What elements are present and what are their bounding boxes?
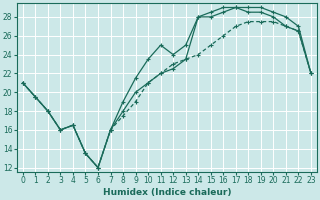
X-axis label: Humidex (Indice chaleur): Humidex (Indice chaleur) xyxy=(103,188,231,197)
